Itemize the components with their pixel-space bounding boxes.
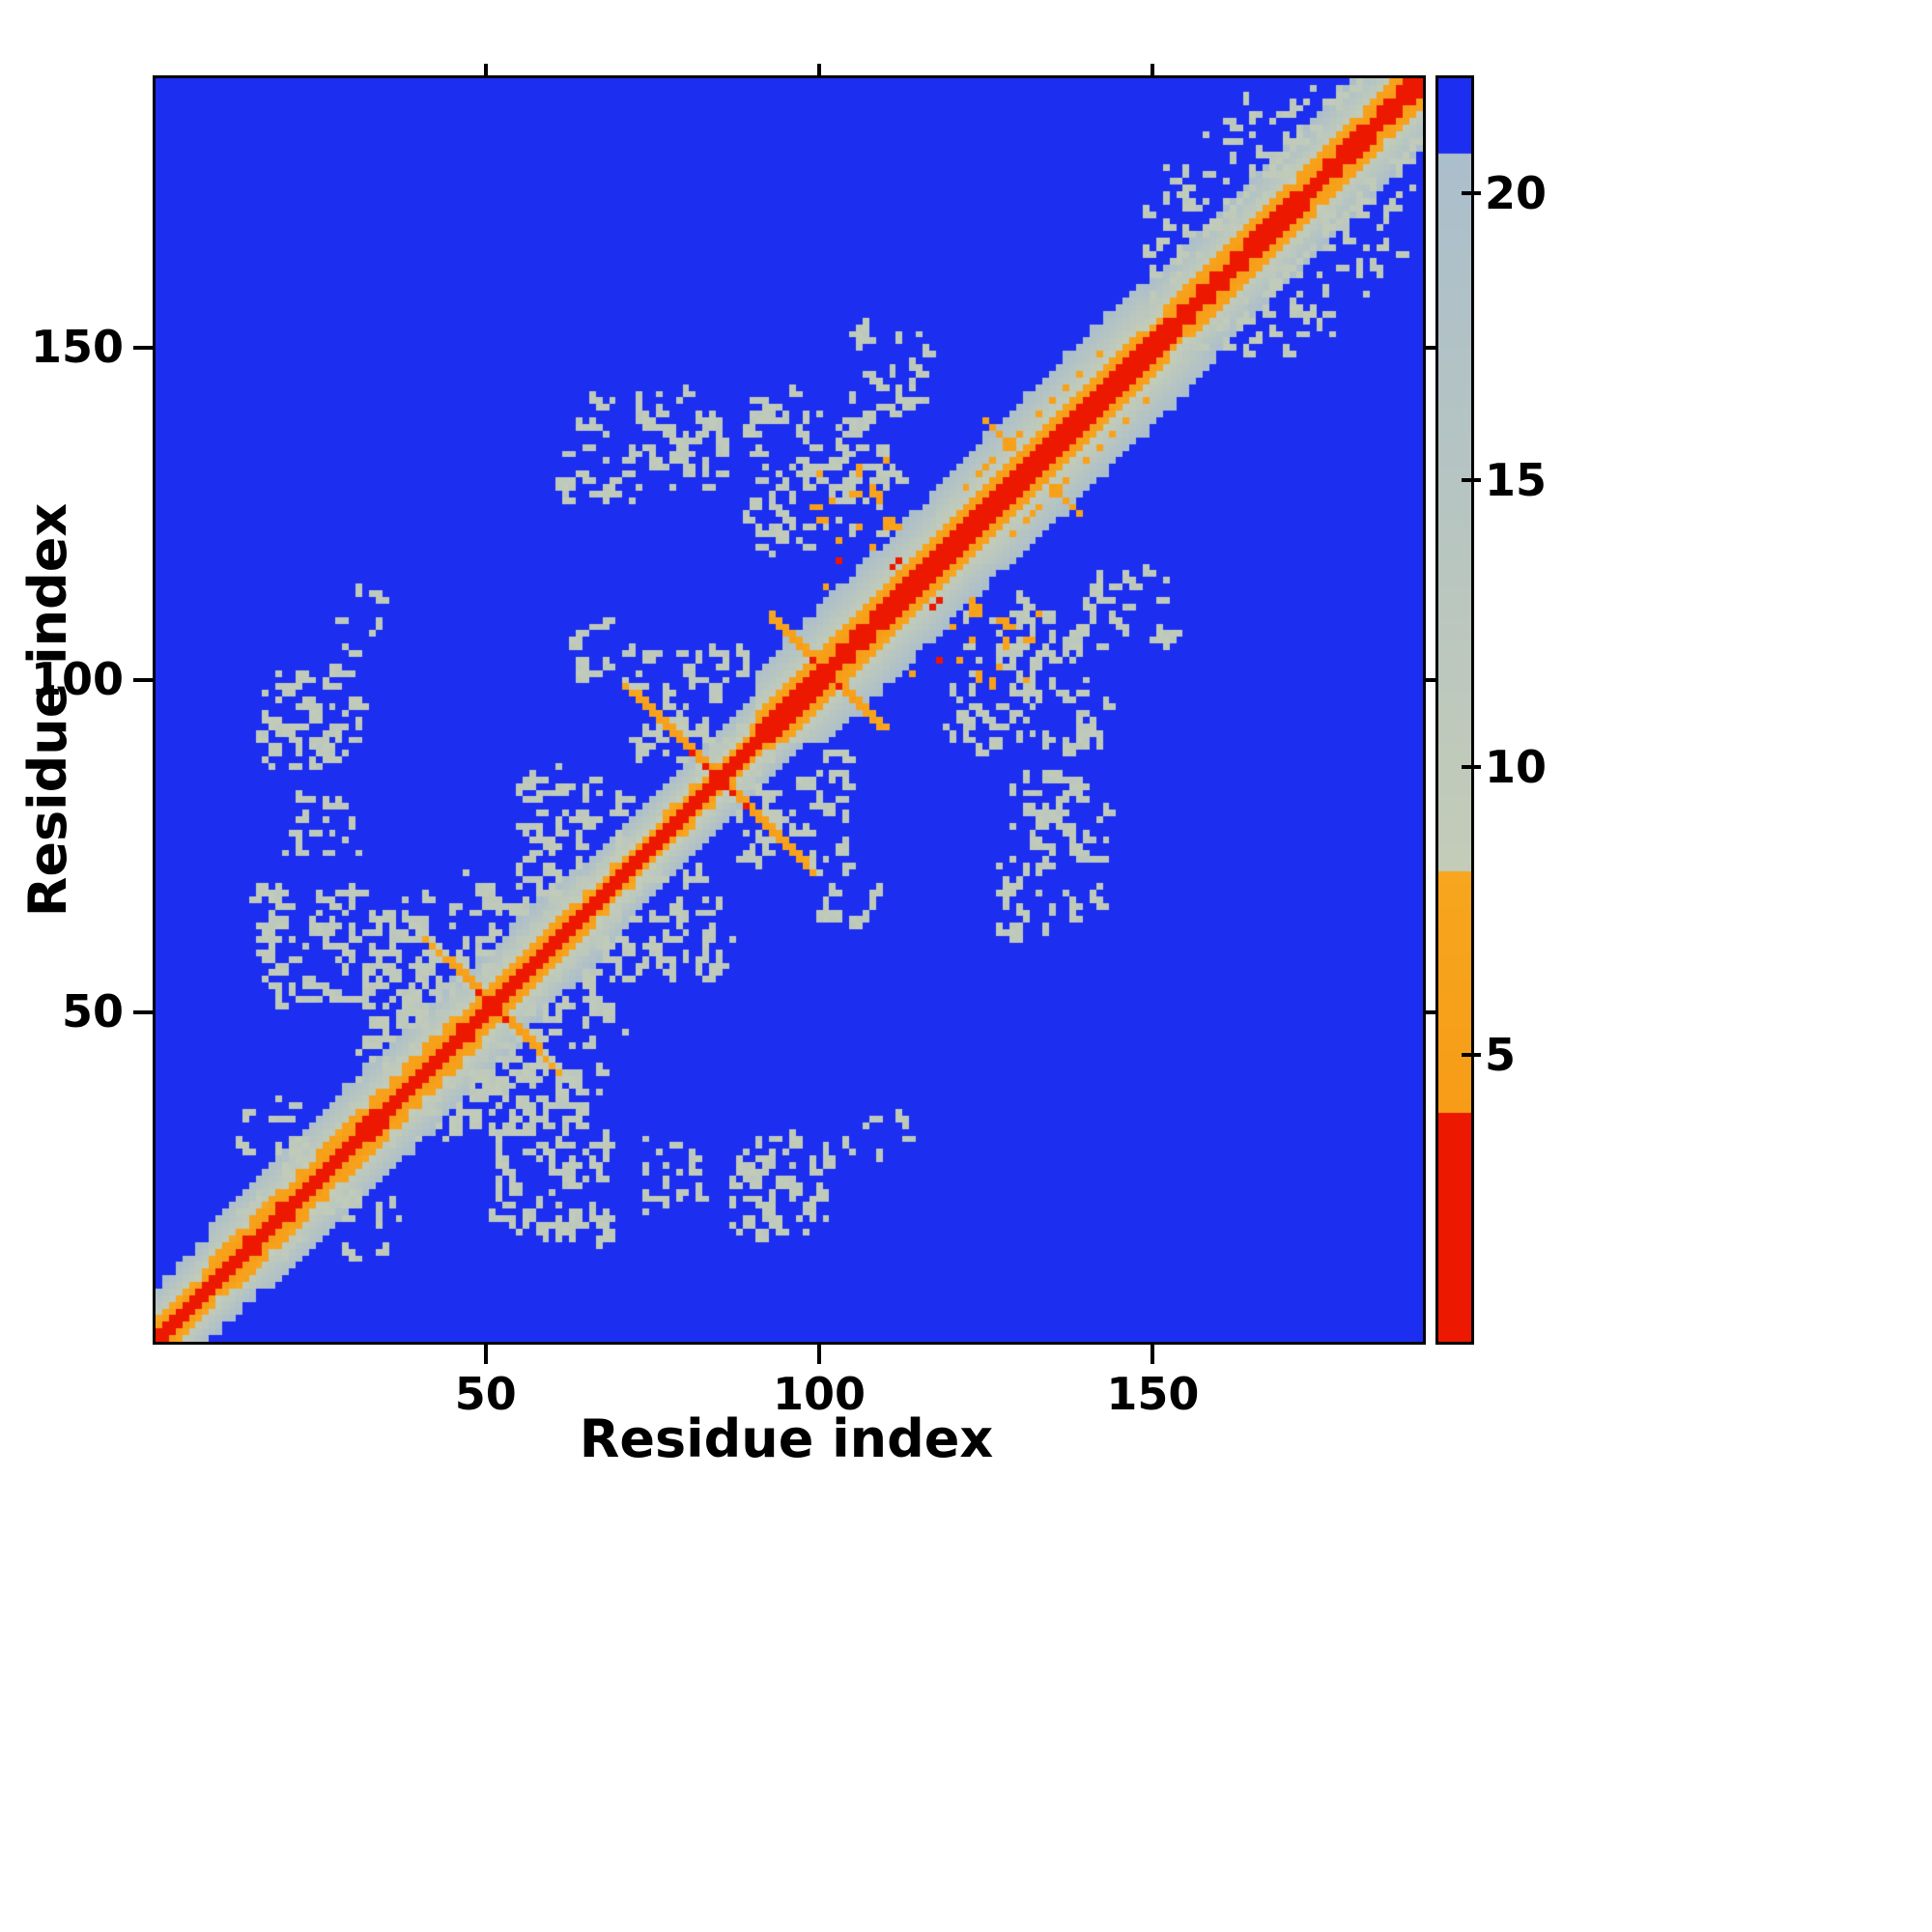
x-tick-label: 100 (773, 1368, 867, 1420)
x-axis-tick (483, 1345, 488, 1364)
x-axis-top-tick (817, 64, 822, 75)
y-axis-tick (133, 345, 153, 350)
x-tick-label: 50 (454, 1368, 517, 1420)
y-axis-tick (133, 1010, 153, 1015)
colorbar-tick-label: 10 (1485, 741, 1548, 794)
x-axis-top-tick (1151, 64, 1155, 75)
y-tick-label: 50 (61, 985, 124, 1038)
colorbar-canvas (1438, 78, 1471, 1342)
y-axis-label: Residue index (17, 502, 78, 918)
colorbar (1435, 75, 1474, 1345)
x-axis-tick (1151, 1345, 1155, 1364)
x-axis-top-tick (483, 64, 488, 75)
y-tick-label: 150 (30, 320, 124, 373)
colorbar-tick-label: 20 (1485, 166, 1548, 219)
colorbar-tick (1462, 765, 1481, 770)
heatmap-plot (153, 75, 1426, 1345)
colorbar-tick (1462, 478, 1481, 483)
x-tick-label: 150 (1106, 1368, 1200, 1420)
y-axis-tick (133, 678, 153, 683)
heatmap-canvas (156, 78, 1423, 1342)
x-axis-label: Residue index (579, 1408, 994, 1469)
colorbar-tick-label: 5 (1485, 1028, 1517, 1081)
x-axis-tick (817, 1345, 822, 1364)
colorbar-tick (1462, 1052, 1481, 1057)
colorbar-tick (1462, 190, 1481, 195)
y-axis-right-tick (1426, 678, 1437, 683)
y-tick-label: 100 (30, 653, 124, 706)
y-axis-right-tick (1426, 345, 1437, 350)
colorbar-tick-label: 15 (1485, 454, 1548, 507)
y-axis-right-tick (1426, 1010, 1437, 1015)
